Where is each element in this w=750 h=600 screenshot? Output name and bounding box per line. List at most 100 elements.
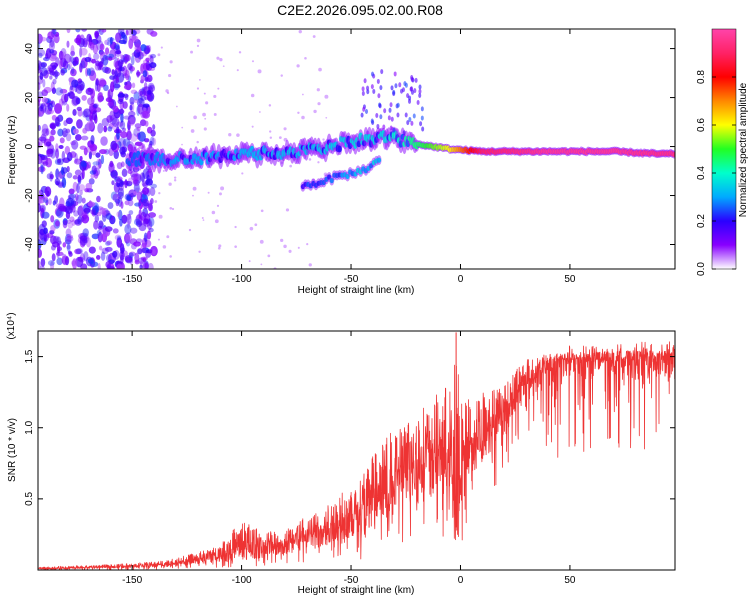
noise-blob [57,172,63,180]
noise-speck [289,164,292,168]
noise-speck [283,244,287,249]
noise-blob [43,233,47,243]
noise-blob [77,175,82,185]
noise-blob [118,39,127,44]
noise-speck [158,192,161,195]
noise-blob [81,214,90,224]
noise-blob [150,183,157,189]
band-spray [377,93,381,99]
noise-blob [75,29,81,33]
colorbar-label: Normalized spectral amplitude [738,82,749,217]
noise-blob [61,150,66,162]
noise-blob [39,72,44,80]
noise-blob [116,182,121,188]
band-spray [396,112,400,118]
noise-blob [71,204,76,213]
noise-blob [77,109,83,117]
noise-blob [38,248,42,258]
noise-blob [55,168,60,180]
noise-blob [79,235,88,246]
noise-blob [70,66,75,75]
snr-frame [37,330,676,571]
noise-blob [58,50,64,61]
noise-blob [55,116,60,127]
noise-blob [50,235,58,245]
noise-blob [140,119,147,127]
noise-blob [69,55,73,63]
noise-blob [119,137,126,148]
noise-blob [149,136,155,146]
noise-blob [41,128,49,137]
band-spray [382,124,386,130]
x-tick-label: 50 [564,274,576,285]
noise-blob [139,90,144,96]
noise-blob [39,36,47,42]
noise-speck [168,73,172,78]
noise-blob [116,126,120,134]
noise-blob [148,82,155,90]
noise-blob [142,110,150,119]
band-spray [364,109,368,115]
noise-blob [56,257,63,266]
noise-blob [41,123,49,135]
band-spray [398,82,402,88]
noise-blob [70,68,77,77]
band-spray [412,113,416,119]
noise-blob [119,179,124,188]
noise-blob [118,209,123,221]
noise-blob [55,56,60,67]
noise-blob [125,69,130,81]
noise-blob [96,195,101,203]
noise-blob [139,264,143,269]
noise-speck [269,136,273,139]
noise-speck [238,51,242,54]
noise-speck [219,192,222,196]
noise-blob [66,29,71,34]
noise-blob [97,122,104,134]
noise-blob [52,241,59,248]
noise-blob [38,82,41,91]
noise-speck [205,101,209,105]
noise-blob [97,225,103,230]
noise-blob [147,203,153,212]
noise-speck [251,125,254,128]
noise-speck [288,249,292,253]
x-tick-label: 0 [458,575,464,586]
band-spray [410,75,414,81]
noise-speck [280,238,284,243]
noise-blob [131,82,136,89]
noise-blob [92,103,99,108]
noise-blob [134,259,140,265]
noise-blob [56,158,64,166]
noise-blob [144,262,149,269]
noise-blob [134,123,142,129]
band-spray [421,126,425,132]
noise-blob [38,60,42,71]
noise-speck [214,219,219,224]
noise-blob [66,243,71,252]
noise-blob [70,85,74,91]
band-spray [380,69,384,75]
noise-blob [97,92,103,103]
noise-blob [50,123,56,130]
noise-blob [86,68,92,76]
noise-blob [112,83,121,89]
band-spray [408,98,412,104]
noise-blob [38,108,41,118]
noise-speck [241,172,244,175]
noise-blob [75,34,82,46]
noise-speck [220,186,225,191]
band-spray [363,78,367,84]
noise-speck [211,210,216,215]
noise-blob [113,59,117,68]
noise-blob [71,79,79,88]
y-tick-label: 0.5 [24,491,35,505]
noise-blob [120,161,125,168]
spectrogram-x-axis-label: Height of straight line (km) [298,285,415,296]
noise-blob [68,188,75,195]
noise-blob [122,127,126,132]
noise-blob [109,81,115,93]
noise-speck [213,112,217,116]
noise-speck [301,115,305,120]
noise-blob [49,174,54,180]
